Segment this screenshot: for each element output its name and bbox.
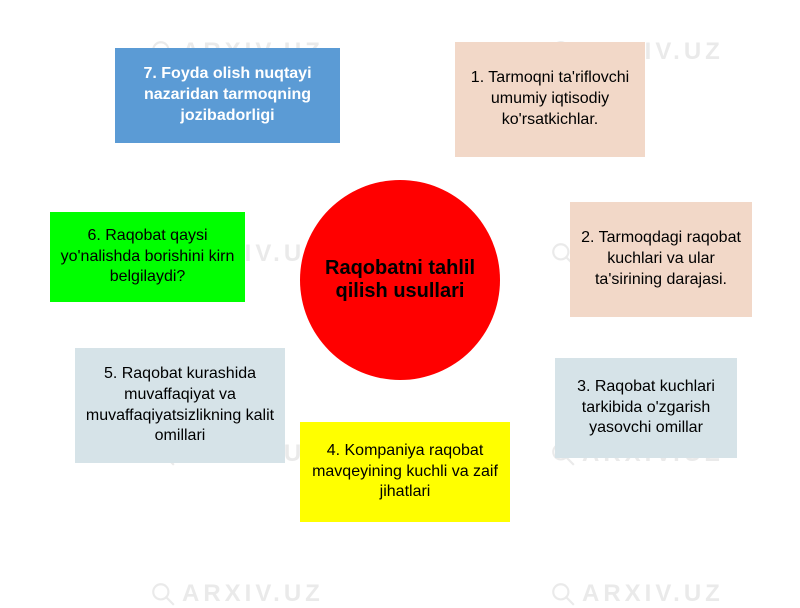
watermark-text: ARXIV.UZ [182, 580, 324, 608]
box-1: 1. Tarmoqni ta'riflovchi umumiy iqtisodi… [455, 42, 645, 157]
box-4: 4. Kompaniya raqobat mavqeyining kuchli … [300, 422, 510, 522]
watermark-8: ARXIV.UZ [550, 580, 724, 608]
watermark-text: ARXIV.UZ [582, 580, 724, 608]
center-text: Raqobatni tahlil qilish usullari [300, 257, 500, 303]
box-7-text: 7. Foyda olish nuqtayi nazaridan tarmoqn… [125, 64, 330, 126]
box-4-text: 4. Kompaniya raqobat mavqeyining kuchli … [310, 441, 500, 503]
box-6: 6. Raqobat qaysi yo'nalishda borishini k… [50, 212, 245, 302]
box-3: 3. Raqobat kuchlari tarkibida o'zgarish … [555, 358, 737, 458]
box-5-text: 5. Raqobat kurashida muvaffaqiyat va muv… [85, 364, 275, 447]
box-3-text: 3. Raqobat kuchlari tarkibida o'zgarish … [565, 377, 727, 439]
magnify-icon [550, 581, 576, 607]
center-circle: Raqobatni tahlil qilish usullari [300, 180, 500, 380]
watermark-7: ARXIV.UZ [150, 580, 324, 608]
magnify-icon [150, 581, 176, 607]
box-2: 2. Tarmoqdagi raqobat kuchlari va ular t… [570, 202, 752, 317]
box-1-text: 1. Tarmoqni ta'riflovchi umumiy iqtisodi… [465, 68, 635, 130]
box-5: 5. Raqobat kurashida muvaffaqiyat va muv… [75, 348, 285, 463]
box-6-text: 6. Raqobat qaysi yo'nalishda borishini k… [60, 226, 235, 288]
box-7: 7. Foyda olish nuqtayi nazaridan tarmoqn… [115, 48, 340, 143]
box-2-text: 2. Tarmoqdagi raqobat kuchlari va ular t… [580, 228, 742, 290]
